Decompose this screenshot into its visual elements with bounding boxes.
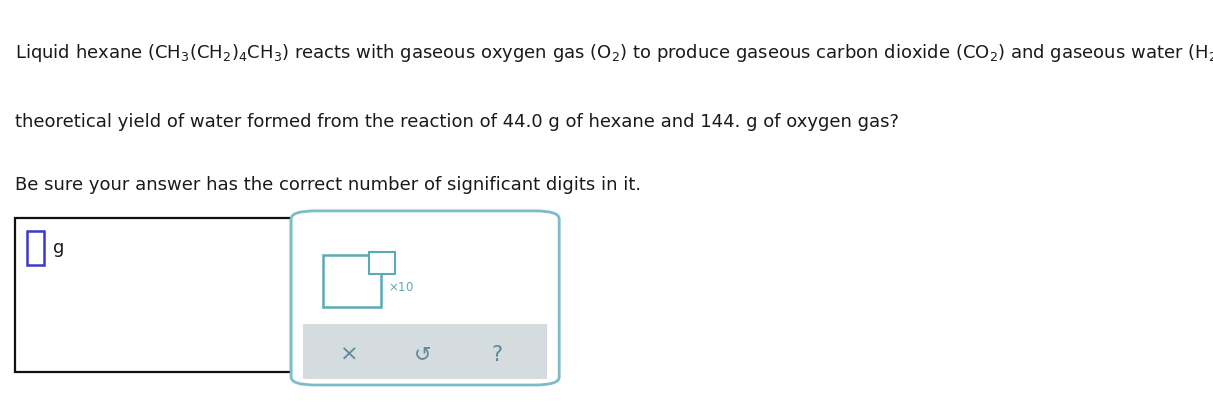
Text: theoretical yield of water formed from the reaction of 44.0 g of hexane and 144.: theoretical yield of water formed from t… bbox=[15, 113, 899, 131]
FancyBboxPatch shape bbox=[323, 255, 381, 307]
Text: Liquid hexane $\left(\mathrm{CH_3(CH_2)_4CH_3}\right)$ reacts with gaseous oxyge: Liquid hexane $\left(\mathrm{CH_3(CH_2)_… bbox=[15, 42, 1213, 64]
Text: g: g bbox=[53, 239, 64, 257]
FancyBboxPatch shape bbox=[303, 324, 547, 379]
Text: $\times$10: $\times$10 bbox=[388, 281, 414, 294]
FancyBboxPatch shape bbox=[369, 252, 395, 274]
Text: Be sure your answer has the correct number of significant digits in it.: Be sure your answer has the correct numb… bbox=[15, 176, 640, 194]
Text: ×: × bbox=[340, 345, 359, 364]
Text: ↺: ↺ bbox=[414, 345, 431, 364]
Text: ?: ? bbox=[491, 345, 503, 364]
FancyBboxPatch shape bbox=[291, 211, 559, 385]
FancyBboxPatch shape bbox=[27, 231, 44, 265]
FancyBboxPatch shape bbox=[15, 218, 291, 372]
